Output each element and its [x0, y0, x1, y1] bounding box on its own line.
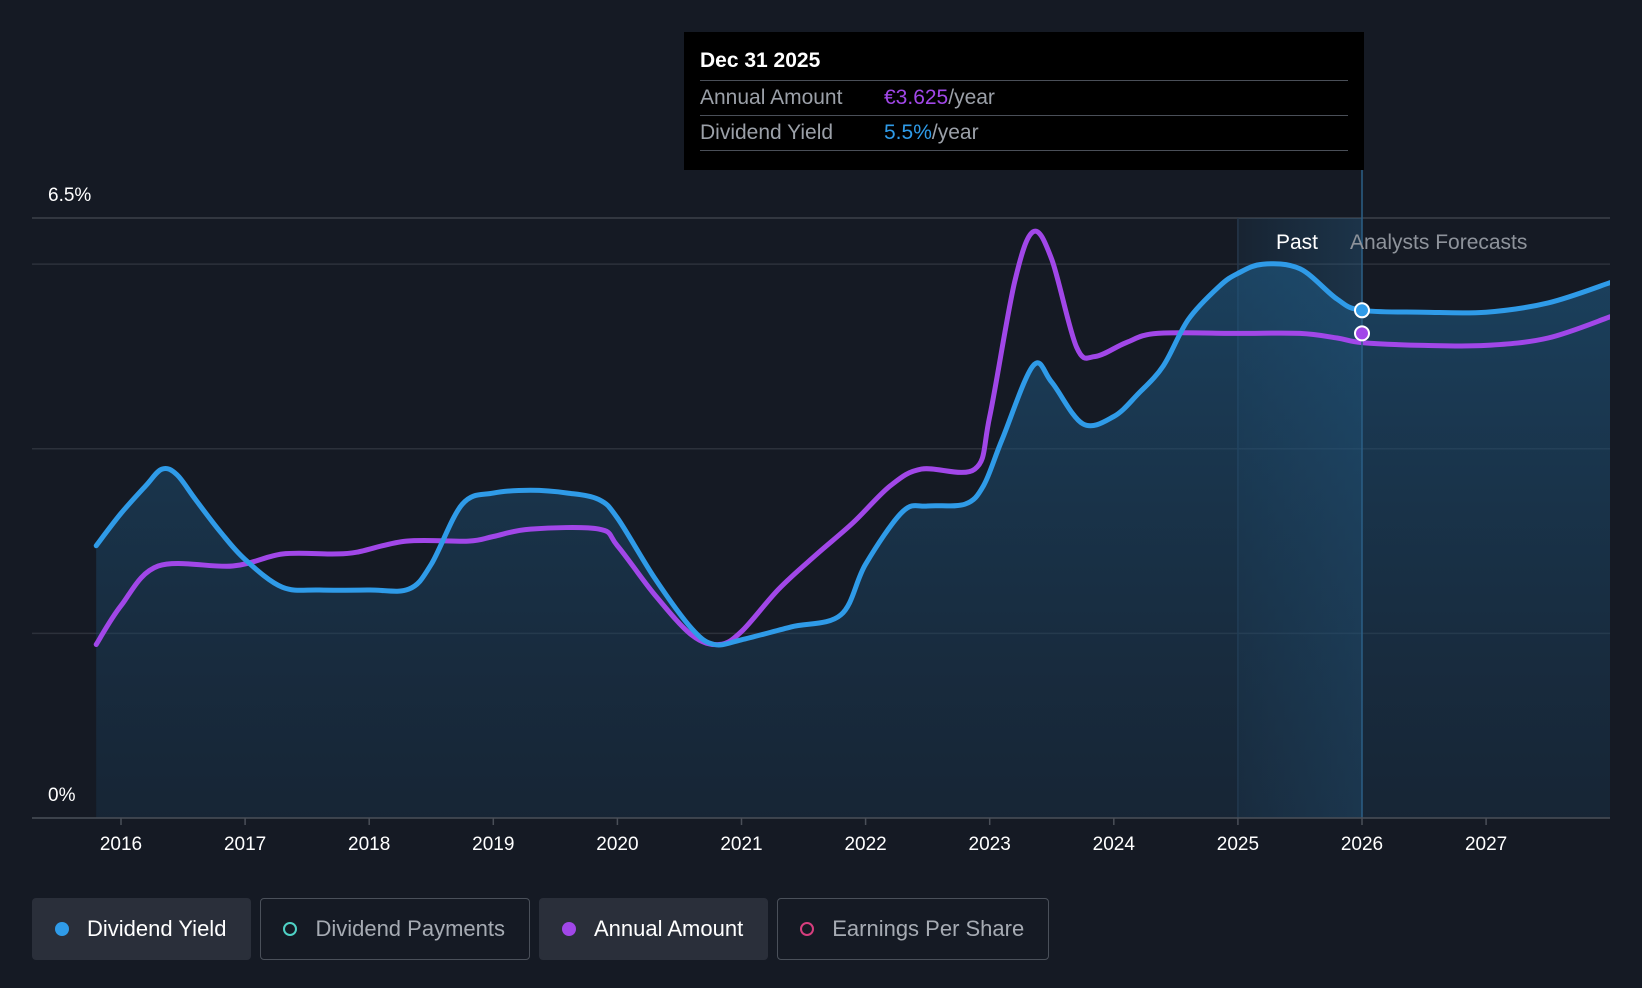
tooltip-label: Dividend Yield	[700, 121, 834, 144]
past-label: Past	[1276, 231, 1318, 254]
legend: Dividend Yield Dividend Payments Annual …	[32, 898, 1050, 960]
tooltip-value: 5.5%	[884, 121, 932, 144]
y-label-top: 6.5%	[48, 185, 91, 206]
dividend-yield-area	[96, 263, 1610, 818]
tooltip-label: Annual Amount	[700, 86, 843, 109]
annual-amount-line	[93, 228, 1610, 648]
tooltip-unit: /year	[948, 86, 995, 109]
x-tick-label: 2016	[100, 834, 142, 855]
x-tick-label: 2019	[472, 834, 514, 855]
legend-dot-icon	[561, 922, 576, 936]
tooltip-row-annual-amount: Annual Amount €3.625 /year	[700, 80, 1348, 115]
x-tick-label: 2025	[1217, 834, 1259, 855]
x-tick-label: 2018	[348, 834, 390, 855]
x-tick-label: 2026	[1341, 834, 1383, 855]
tooltip-row-dividend-yield: Dividend Yield 5.5% /year	[700, 115, 1348, 151]
tooltip: Dec 31 2025 Annual Amount €3.625 /year D…	[684, 32, 1364, 170]
legend-ring-icon	[283, 922, 298, 936]
legend-dividend-yield[interactable]: Dividend Yield	[32, 898, 252, 960]
legend-dividend-payments[interactable]: Dividend Payments	[260, 898, 530, 960]
y-label-bottom: 0%	[48, 785, 76, 806]
legend-label: Earnings Per Share	[832, 916, 1025, 941]
legend-earnings-per-share[interactable]: Earnings Per Share	[777, 898, 1050, 960]
forecast-label: Analysts Forecasts	[1350, 231, 1527, 254]
x-tick-label: 2023	[969, 834, 1011, 855]
annual-amount-marker	[1354, 325, 1370, 342]
legend-ring-icon	[800, 922, 815, 936]
legend-label: Dividend Yield	[87, 916, 227, 941]
x-tick-label: 2027	[1465, 834, 1507, 855]
dividend-yield-marker	[1354, 302, 1370, 319]
legend-label: Annual Amount	[593, 916, 744, 941]
x-tick-label: 2021	[720, 834, 762, 855]
dividend-yield-line	[93, 261, 1610, 648]
x-tick-label: 2017	[224, 834, 266, 855]
tooltip-unit: /year	[931, 121, 979, 144]
legend-annual-amount[interactable]: Annual Amount	[538, 898, 769, 960]
tooltip-date: Dec 31 2025	[700, 49, 821, 72]
tooltip-value: €3.625	[884, 86, 949, 109]
x-tick-label: 2020	[596, 834, 638, 855]
legend-label: Dividend Payments	[315, 916, 505, 941]
x-tick-label: 2022	[844, 834, 886, 855]
x-tick-label: 2024	[1093, 834, 1136, 855]
legend-dot-icon	[55, 922, 69, 936]
